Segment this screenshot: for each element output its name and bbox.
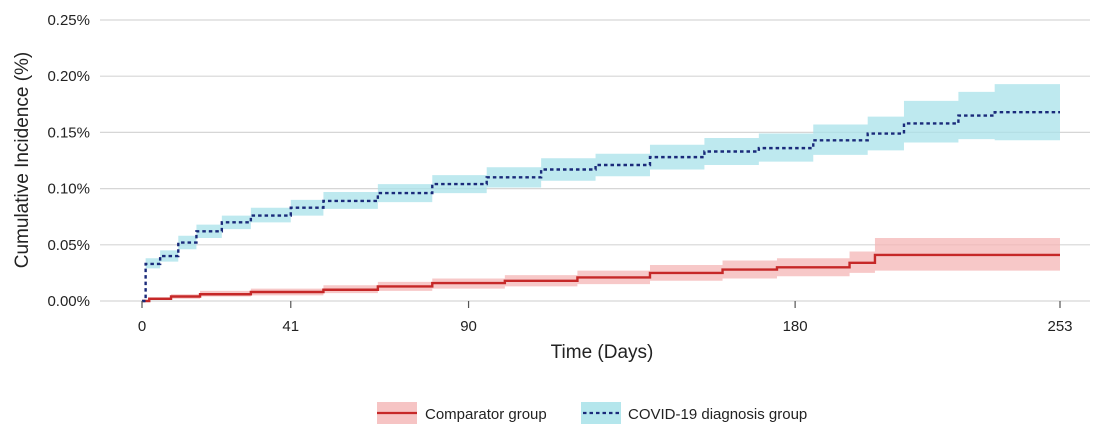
confidence-band-covid <box>142 84 1060 302</box>
y-tick-label-3: 0.15% <box>47 124 90 141</box>
x-tick-label-3: 180 <box>783 318 808 335</box>
axes: 0.00% 0.05% 0.10% 0.15% 0.20% 0.25% 0 41 90 180 25… <box>47 12 1072 335</box>
y-tick-label-2: 0.10% <box>47 181 90 198</box>
y-axis-title: Cumulative Incidence (%) <box>12 52 33 268</box>
y-tick-label-4: 0.20% <box>47 68 90 85</box>
series-line-covid <box>142 110 1060 303</box>
x-tick-label-0: 0 <box>138 318 146 335</box>
gridlines <box>100 19 1090 302</box>
legend-label-covid: COVID-19 diagnosis group <box>628 406 807 423</box>
confidence-band-comparator <box>142 238 1060 301</box>
series-line-comparator <box>142 253 1060 303</box>
x-tick-label-4: 253 <box>1047 318 1072 335</box>
y-tick-label-1: 0.05% <box>47 237 90 254</box>
y-tick-label-0: 0.00% <box>47 293 90 310</box>
x-axis-title: Time (Days) <box>551 342 654 363</box>
x-tick-label-1: 41 <box>282 318 299 335</box>
legend-label-comparator: Comparator group <box>425 406 547 423</box>
legend: Comparator group COVID-19 diagnosis grou… <box>377 402 807 424</box>
x-tick-label-2: 90 <box>460 318 477 335</box>
y-tick-label-5: 0.25% <box>47 12 90 29</box>
confidence-bands <box>142 84 1060 302</box>
legend-swatch-covid-band <box>581 402 621 424</box>
series-lines <box>142 110 1060 303</box>
